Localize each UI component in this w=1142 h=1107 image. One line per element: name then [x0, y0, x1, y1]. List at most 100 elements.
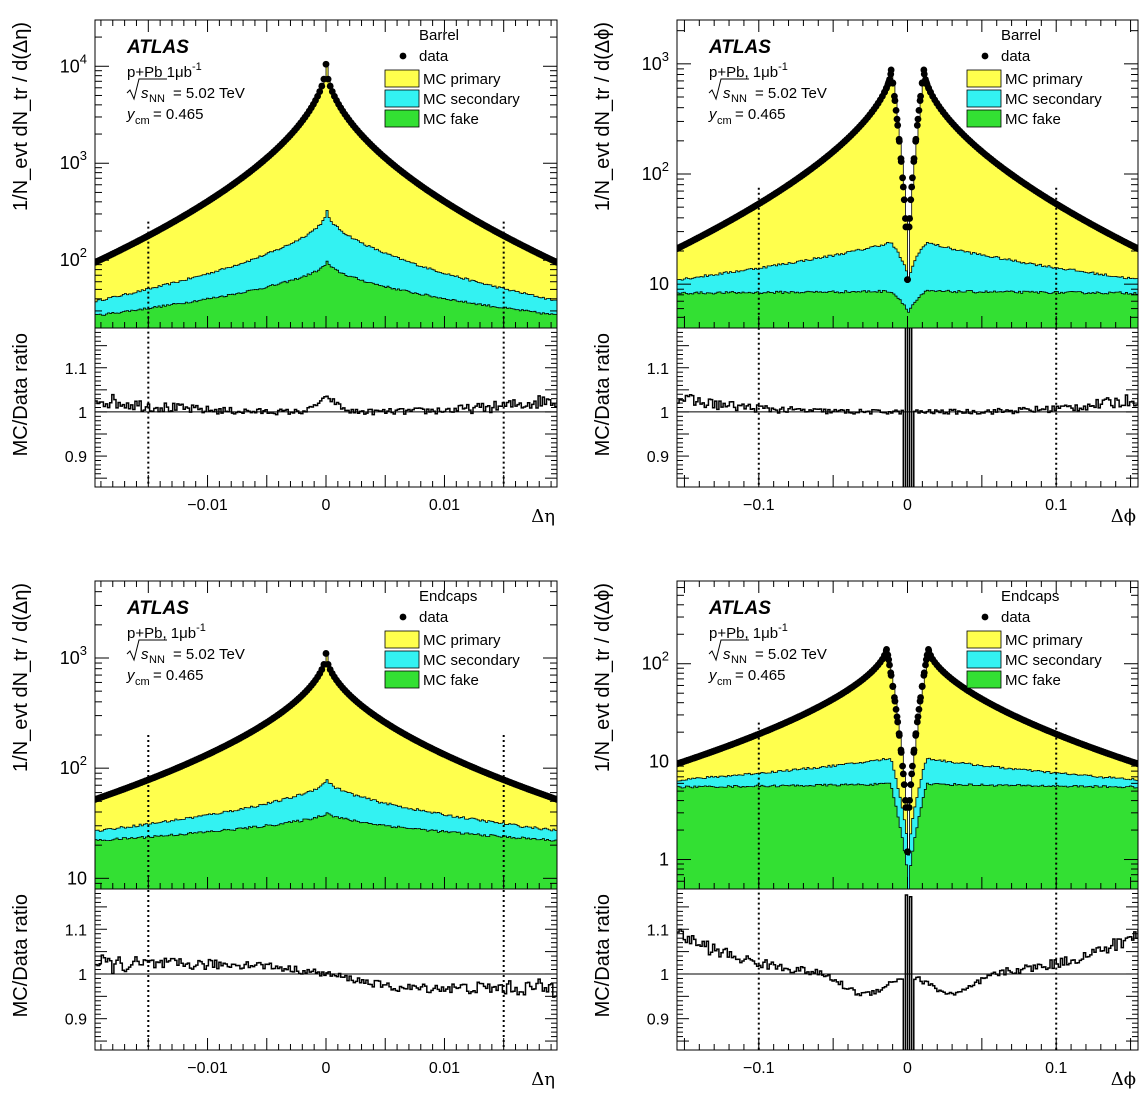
collision-label: p+Pb, 1μb-1 — [709, 61, 788, 81]
ratio-y-tick-label: 0.9 — [65, 449, 87, 466]
energy-label: s — [723, 646, 731, 663]
x-axis-label: Δϕ — [1111, 1069, 1136, 1090]
data-point — [907, 196, 915, 204]
y-tick-label: 10 — [67, 868, 87, 888]
mc-fake-outline — [95, 260, 557, 316]
data-point — [904, 848, 911, 856]
y-tick-label: 102 — [60, 753, 87, 778]
data-point — [318, 82, 326, 90]
collision-label: p+Pb, 1μb-1 — [709, 622, 788, 642]
main-plot-area — [677, 66, 1138, 328]
data-point — [318, 666, 326, 673]
legend-label: MC fake — [423, 111, 479, 128]
energy-subscript: NN — [149, 93, 165, 105]
ycm-symbol: y — [126, 667, 136, 684]
mc-fake-outline — [95, 812, 557, 842]
sqrt-sign — [126, 639, 167, 662]
sqrt-sign — [708, 639, 749, 662]
data-point — [322, 650, 330, 657]
data-point — [897, 746, 905, 754]
data-point — [913, 718, 921, 726]
data-point — [892, 106, 900, 114]
x-tick-label: −0.01 — [187, 497, 228, 514]
x-tick-label: −0.1 — [743, 497, 775, 514]
ratio-plot-area — [677, 328, 1138, 487]
ratio-y-tick-label: 1.1 — [65, 361, 87, 378]
energy-label: s — [141, 85, 149, 102]
x-axis-label: Δη — [531, 1069, 555, 1090]
main-plot-area — [677, 645, 1138, 889]
data-point — [887, 671, 895, 679]
ratio-y-tick-label: 1.1 — [65, 922, 87, 939]
collision-label: p+Pb 1μb-1 — [127, 61, 202, 81]
ratio-y-tick-label: 1 — [660, 405, 669, 422]
ycm-value: = 0.465 — [153, 106, 203, 123]
atlas-label: ATLAS — [126, 598, 189, 619]
legend-label: MC primary — [1005, 71, 1083, 88]
y-axis-label: 1/N_evt dN_tr / d(Δϕ) — [592, 22, 614, 211]
region-label: Endcaps — [419, 588, 477, 605]
ratio-plot-area — [95, 954, 557, 998]
atlas-label: ATLAS — [708, 37, 771, 58]
x-tick-label: 0.01 — [429, 1060, 460, 1077]
data-point — [906, 215, 913, 222]
data-point — [915, 705, 923, 713]
legend-data-marker — [399, 52, 407, 60]
legend-label: data — [1001, 48, 1031, 65]
data-point — [908, 183, 916, 191]
data-point — [899, 174, 906, 182]
panel-endcaps-dphi: −0.1 0 0.1 Δϕ 1 10 102 0.9 1 1.1 1/N_evt dN_tr / d… — [592, 580, 1139, 1090]
legend-label: data — [419, 48, 449, 65]
ycm-value: = 0.465 — [153, 667, 203, 684]
data-point — [917, 694, 924, 701]
data-point — [927, 88, 934, 96]
y-tick-label: 102 — [642, 649, 669, 674]
x-tick-label: −0.1 — [743, 1060, 775, 1077]
mc-fake-area — [95, 261, 557, 328]
legend-data-marker — [399, 613, 407, 621]
data-point — [895, 137, 903, 145]
legend-swatch — [966, 109, 1002, 128]
data-points — [95, 650, 557, 803]
energy-subscript: NN — [149, 654, 165, 666]
data-point — [893, 115, 901, 123]
ratio-y-axis-label: MC/Data ratio — [10, 333, 32, 456]
data-point — [920, 66, 928, 74]
legend-label: MC primary — [1005, 632, 1083, 649]
panel-endcaps-deta: −0.01 0 0.01 Δη 10 102 103 0.9 1 1.1 1/N_evt dN_tr… — [10, 580, 558, 1090]
data-point — [905, 223, 913, 231]
ratio-y-tick-label: 1.1 — [647, 361, 669, 378]
legend-swatch — [966, 670, 1002, 689]
ratio-curve — [677, 328, 1138, 487]
y-tick-label: 102 — [642, 159, 669, 184]
atlas-label: ATLAS — [708, 598, 771, 619]
ratio-y-tick-label: 1 — [78, 405, 87, 422]
data-point — [897, 155, 905, 163]
data-point — [907, 781, 915, 789]
data-point — [915, 106, 923, 114]
legend-swatch — [384, 670, 420, 689]
data-point — [900, 781, 908, 789]
data-points — [677, 645, 1138, 856]
ratio-y-axis-label: MC/Data ratio — [592, 333, 614, 456]
energy-value: = 5.02 TeV — [173, 85, 245, 102]
ratio-curve — [95, 954, 557, 998]
data-point — [906, 796, 913, 804]
panel-barrel-deta: −0.01 0 0.01 Δη 102 103 104 0.9 1 1.1 1/N_evt dN_t… — [10, 19, 558, 527]
data-point — [908, 770, 916, 778]
ycm-subscript: cm — [717, 115, 732, 127]
legend-data-marker — [981, 52, 989, 60]
ratio-y-axis-label: MC/Data ratio — [592, 894, 614, 1017]
ratio-y-tick-label: 1.1 — [647, 922, 669, 939]
data-point — [324, 75, 332, 83]
data-point — [899, 770, 907, 778]
energy-value: = 5.02 TeV — [755, 85, 827, 102]
ratio-frame — [94, 888, 558, 1051]
ycm-symbol: y — [708, 106, 718, 123]
x-tick-label: 0.1 — [1045, 1060, 1067, 1077]
y-axis-label: 1/N_evt dN_tr / d(Δϕ) — [592, 583, 614, 772]
data-point — [894, 718, 902, 726]
data-point — [895, 732, 903, 739]
legend-swatch — [966, 69, 1002, 88]
